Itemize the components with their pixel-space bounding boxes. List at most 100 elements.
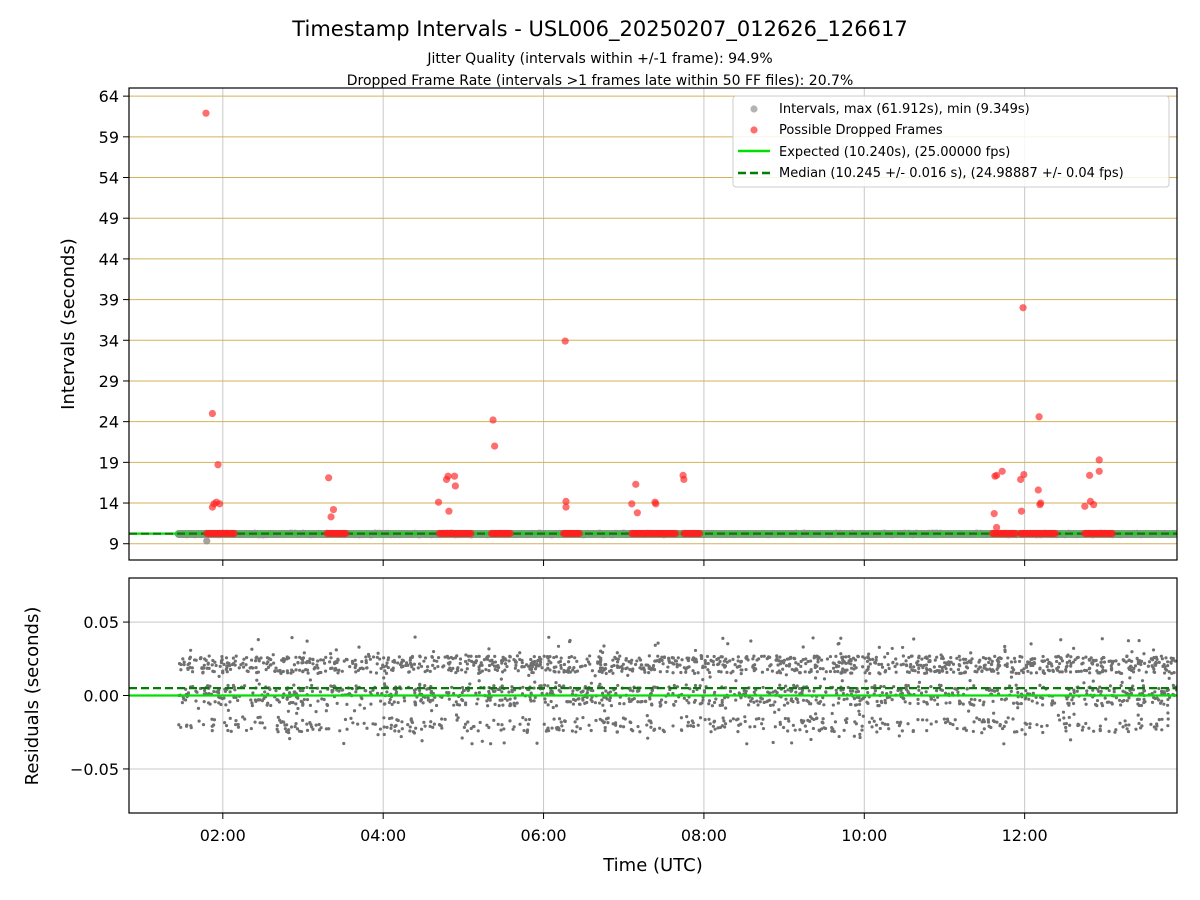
residual-point [1046,661,1051,666]
residual-point [1095,698,1100,703]
residual-point [777,659,781,663]
residual-point [1050,701,1054,705]
residual-point [920,718,925,722]
residual-point [901,645,905,650]
residual-point [1105,700,1109,704]
residual-point [196,706,201,710]
residual-point [1149,722,1153,726]
dropped-frame-point [329,505,338,514]
residual-point [1162,702,1166,706]
residual-point [929,722,933,726]
residual-point [1131,684,1135,688]
residual-point [760,722,764,726]
residual-point [836,701,840,705]
residual-point [412,662,417,666]
residual-point [758,700,762,704]
residual-point [671,724,675,728]
residual-point [378,727,383,731]
residual-point [621,725,626,729]
residual-point [603,729,607,733]
residual-point [1022,667,1026,671]
residual-point [897,724,902,728]
residual-point [190,670,195,674]
residual-point [336,658,340,662]
residual-point [798,671,802,675]
residual-point [957,662,961,667]
residual-point [756,703,760,707]
residual-point [887,727,891,731]
residual-point [802,719,806,723]
residual-point [528,698,533,702]
residual-point [413,635,417,639]
residual-point [785,657,789,661]
residual-point [794,696,798,701]
residual-point [857,695,861,700]
residual-point [691,669,695,673]
residual-point [739,659,743,663]
dropped-frame-point [1035,413,1043,421]
residual-point [879,662,884,666]
residual-point [996,665,1000,669]
residual-point [933,698,937,702]
residual-point [1113,730,1117,734]
residual-point [811,636,815,640]
residual-point [734,698,738,702]
residual-point [599,663,603,667]
residual-point [1107,688,1111,693]
residual-point [241,661,245,665]
residual-point [510,688,514,692]
residual-point [1002,724,1006,728]
residual-point [1107,659,1111,664]
residual-point [661,662,665,666]
residual-point [382,682,387,686]
residual-point [324,655,328,659]
residual-point [269,657,273,662]
residual-point [618,654,622,658]
residual-point [998,723,1002,727]
residual-point [257,682,261,686]
residual-point [409,717,413,721]
residual-point [275,727,279,731]
residual-point [990,659,994,663]
residual-point [557,670,561,674]
residual-point [393,724,397,729]
residual-point [622,702,626,706]
residual-point [479,661,483,665]
residual-point [815,716,819,720]
residual-point [1136,702,1140,706]
residual-point [432,722,436,726]
residual-point [508,704,512,708]
chart-subtitle-dropped: Dropped Frame Rate (intervals >1 frames … [347,73,854,89]
residual-point [406,723,410,727]
residual-point [951,670,956,674]
residual-point [475,702,479,706]
intervals-x-ticks [222,560,1026,566]
residual-point [249,698,253,702]
residual-point [912,637,916,641]
residual-point [948,701,952,705]
residual-point [778,662,782,666]
residual-point [1142,652,1146,656]
residual-point [874,655,878,660]
residual-point [211,723,216,727]
residual-point [224,724,229,728]
residual-point [873,660,877,665]
residual-point [878,717,883,721]
residual-point [1058,670,1062,674]
residual-point [604,717,609,721]
residual-point [290,668,294,672]
residual-point [268,687,272,691]
residual-point [848,689,853,693]
residual-point [1132,666,1136,671]
residual-point [550,691,554,695]
residual-point [1081,661,1085,665]
residual-point [385,690,389,694]
residual-point [706,668,710,672]
residual-point [978,665,982,669]
residual-point [253,720,257,724]
residual-point [1027,660,1031,664]
residual-point [1051,669,1055,674]
residual-point [552,655,556,660]
residual-point [568,686,573,690]
